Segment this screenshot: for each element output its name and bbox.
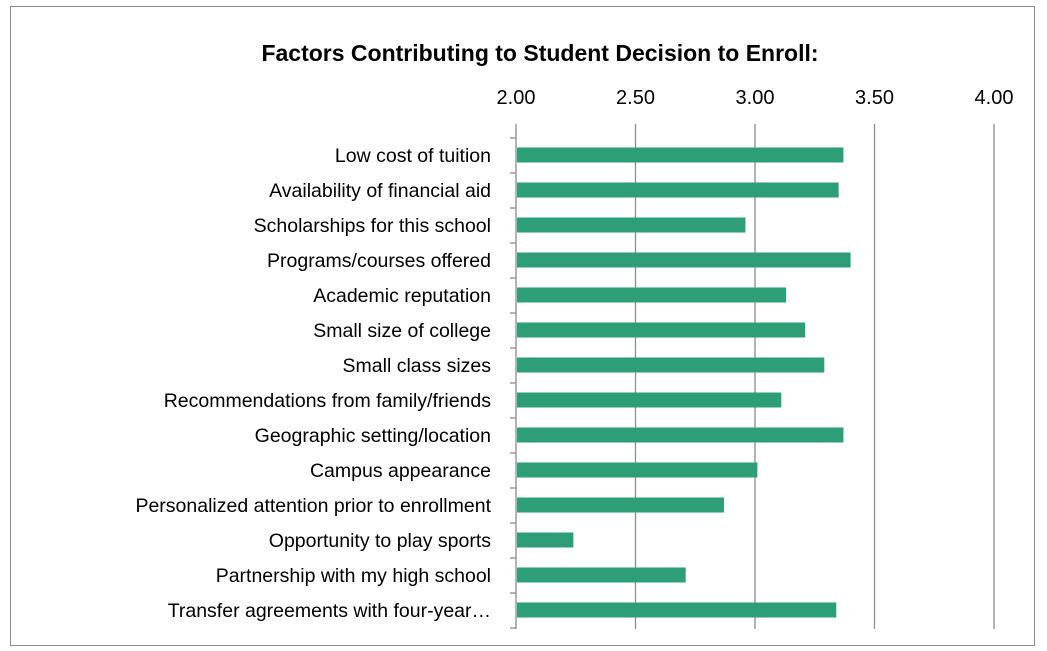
category-label: Geographic setting/location [255, 425, 491, 447]
category-label: Small class sizes [343, 355, 492, 377]
bar [517, 532, 574, 548]
bar [517, 147, 844, 163]
bar [517, 322, 806, 338]
y-axis [510, 124, 517, 629]
bars [517, 147, 851, 618]
category-label: Transfer agreements with four-year… [168, 600, 491, 622]
category-labels: Low cost of tuition Availability of finan… [135, 145, 491, 622]
x-axis-tick-labels: 2.00 2.50 3.00 3.50 4.00 [497, 87, 1014, 109]
bar [517, 497, 724, 513]
category-label: Partnership with my high school [216, 565, 491, 587]
x-tick-label: 2.00 [497, 87, 536, 109]
category-label: Recommendations from family/friends [164, 390, 492, 412]
category-label: Availability of financial aid [269, 180, 491, 202]
bar [517, 427, 844, 443]
bar [517, 462, 758, 478]
category-label: Low cost of tuition [335, 145, 491, 167]
category-label: Academic reputation [313, 285, 491, 307]
bar [517, 357, 825, 373]
bar [517, 602, 837, 618]
chart-title: Factors Contributing to Student Decision… [261, 40, 818, 66]
bar [517, 217, 746, 233]
bar-chart: Factors Contributing to Student Decision… [135, 40, 1014, 629]
category-label: Scholarships for this school [254, 215, 491, 237]
x-tick-label: 2.50 [616, 87, 655, 109]
category-label: Programs/courses offered [267, 250, 491, 272]
x-tick-label: 4.00 [975, 87, 1014, 109]
bar [517, 182, 839, 198]
bar [517, 567, 686, 583]
bar [517, 392, 782, 408]
category-label: Opportunity to play sports [269, 530, 491, 552]
gridlines [634, 124, 995, 629]
bar [517, 287, 787, 303]
category-label: Campus appearance [310, 460, 491, 482]
x-tick-label: 3.00 [736, 87, 775, 109]
bar [517, 252, 851, 268]
category-label: Small size of college [313, 320, 491, 342]
x-tick-label: 3.50 [855, 87, 894, 109]
chart-frame: Factors Contributing to Student Decision… [10, 6, 1035, 646]
category-label: Personalized attention prior to enrollme… [135, 495, 491, 517]
